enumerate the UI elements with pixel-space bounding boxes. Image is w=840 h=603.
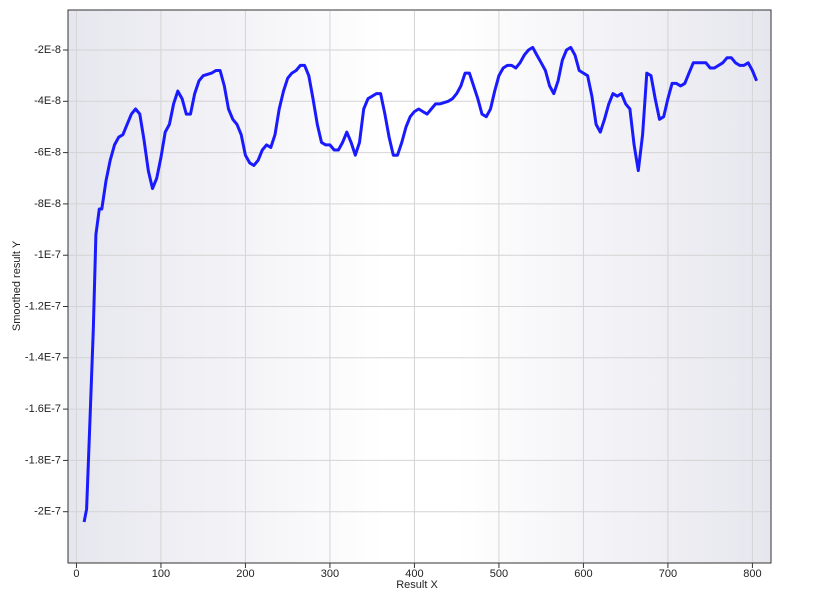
y-tick-label: -2E-8	[34, 44, 61, 56]
x-tick-label: 200	[236, 568, 254, 580]
y-tick-label: -1.2E-7	[25, 300, 61, 312]
y-tick-label: -6E-8	[34, 147, 61, 159]
y-tick-label: -4E-8	[34, 95, 61, 107]
x-tick-label: 0	[73, 568, 79, 580]
plot-area	[67, 9, 772, 564]
x-tick-label: 400	[405, 568, 423, 580]
x-tick-label: 300	[321, 568, 339, 580]
y-axis-title: Smoothed result Y	[11, 240, 23, 331]
x-tick-label: 100	[152, 568, 170, 580]
y-tick-label: -2E-7	[34, 506, 61, 518]
x-tick-label: 800	[743, 568, 761, 580]
y-tick-label: -8E-8	[34, 198, 61, 210]
x-axis-title: Result X	[396, 579, 438, 591]
x-tick-label: 600	[574, 568, 592, 580]
x-tick-label: 700	[659, 568, 677, 580]
y-tick-label: -1.4E-7	[25, 352, 61, 364]
data-line	[82, 45, 758, 523]
y-tick-label: -1.6E-7	[25, 403, 61, 415]
y-tick-label: -1E-7	[34, 249, 61, 261]
x-tick-label: 500	[490, 568, 508, 580]
y-tick-label: -1.8E-7	[25, 454, 61, 466]
